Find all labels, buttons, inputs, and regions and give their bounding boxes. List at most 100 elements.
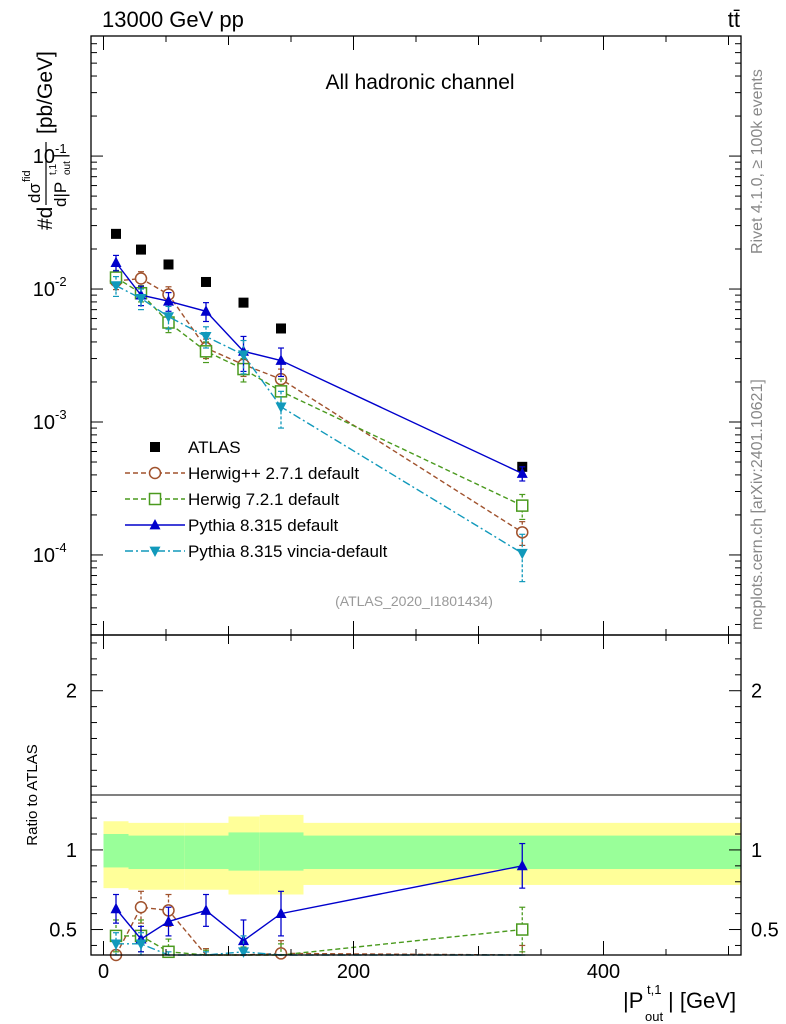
- main-point-pythia-8-315-vincia-default: [163, 312, 174, 323]
- main-y-tick-label: 10: [33, 545, 55, 567]
- ratio-point-pythia-8-315-default: [516, 859, 528, 871]
- main-point-atlas: [276, 323, 286, 334]
- ratio-y-tick-label-right: 0.5: [751, 920, 779, 942]
- ratio-series-herwig-7-2-1-default: [109, 906, 529, 959]
- main-ylabel: #d dσ fid d|P t,1 out | [pb/GeV]: [21, 51, 73, 230]
- legend-item-pythia-8-315-vincia-default: Pythia 8.315 vincia-default: [125, 542, 388, 561]
- ratio-area: Ratio to ATLAS: [24, 744, 741, 895]
- main-line-pythia-8-315-vincia-default: [115, 285, 523, 554]
- ratio-point-herwig-2-7-1-default: [274, 947, 288, 960]
- ratio-x-tick-label: 400: [587, 961, 620, 983]
- main-point-pythia-8-315-vincia-default: [238, 350, 249, 361]
- main-point-pythia-8-315-default: [163, 295, 174, 306]
- main-point-pythia-8-315-vincia-default: [135, 294, 147, 305]
- ratio-y-tick-label-right: 2: [751, 681, 762, 703]
- ratio-point-pythia-8-315-default: [200, 904, 212, 915]
- legend: ATLAS Herwig++ 2.7.1 default Herwig 7.2.1 …: [125, 438, 388, 561]
- channel-title: All hadronic channel: [325, 71, 514, 94]
- ratio-point-pythia-8-315-vincia-default: [135, 939, 147, 950]
- ratio-point-pythia-8-315-default: [110, 902, 122, 914]
- legend-label: Pythia 8.315 vincia-default: [188, 542, 388, 561]
- legend-marker: [149, 518, 161, 530]
- main-y-tick-exponent: -1: [55, 141, 67, 156]
- side-text-bottom: mcplots.cern.ch [arXiv:2401.10621]: [749, 379, 766, 630]
- main-line-pythia-8-315-default: [115, 262, 523, 475]
- main-point-atlas: [163, 259, 174, 270]
- svg-text:dσ: dσ: [25, 183, 44, 203]
- main-point-pythia-8-315-default: [275, 354, 287, 365]
- process-symbol: tt̄: [728, 7, 740, 32]
- svg-text:| [GeV]: | [GeV]: [668, 988, 736, 1013]
- svg-text:|: |: [51, 154, 70, 158]
- svg-text:out: out: [645, 1009, 663, 1024]
- legend-marker: [150, 442, 160, 452]
- ratio-y-tick-label-right: 1: [751, 840, 762, 862]
- main-point-pythia-8-315-default: [516, 467, 528, 478]
- ratio-x-tick-label: 200: [337, 961, 370, 983]
- svg-text:t,1: t,1: [647, 982, 661, 997]
- svg-text:#d: #d: [34, 207, 57, 230]
- side-text-top: Rivet 4.1.0, ≥ 100k events: [749, 69, 766, 254]
- ratio-ylabel: Ratio to ATLAS: [24, 744, 41, 845]
- main-marks: [109, 228, 529, 583]
- legend-label: Herwig++ 2.7.1 default: [188, 464, 359, 483]
- legend-marker: [148, 466, 162, 480]
- ratio-line-herwig-7-2-1-default: [116, 928, 523, 956]
- ratio-x-tick-label: 0: [98, 961, 109, 983]
- ratio-point-pythia-8-315-vincia-default: [110, 939, 122, 950]
- main-point-atlas: [238, 297, 249, 308]
- legend-label: ATLAS: [188, 438, 241, 457]
- legend-label: Pythia 8.315 default: [188, 516, 339, 535]
- legend-label: Herwig 7.2.1 default: [188, 490, 339, 509]
- main-point-pythia-8-315-vincia-default: [275, 402, 287, 413]
- ratio-point-pythia-8-315-default: [275, 907, 287, 919]
- energy-label: 13000 GeV pp: [102, 7, 244, 32]
- ratio-point-herwig-2-7-1-default: [134, 900, 148, 914]
- svg-text:t,1: t,1: [48, 163, 59, 175]
- svg-text:out: out: [62, 161, 73, 175]
- svg-text:d|P: d|P: [51, 182, 70, 207]
- ratio-y-tick-label-left: 1: [66, 840, 77, 862]
- legend-item-pythia-8-315-default: Pythia 8.315 default: [125, 516, 339, 535]
- main-point-atlas: [111, 228, 121, 239]
- legend-item-herwig-7-2-1-default: Herwig 7.2.1 default: [125, 490, 339, 509]
- ratio-point-pythia-8-315-vincia-default: [238, 947, 249, 958]
- main-point-atlas: [201, 276, 211, 287]
- svg-text:fid: fid: [21, 170, 33, 182]
- ratio-line-herwig-2-7-1-default: [115, 906, 523, 956]
- main-point-pythia-8-315-vincia-default: [110, 281, 122, 292]
- ratio-inner-band-segment: [228, 832, 260, 871]
- main-point-herwig-7-2-1-default: [516, 499, 529, 512]
- ratio-point-herwig-7-2-1-default: [516, 923, 529, 936]
- main-y-tick-label: 10: [33, 412, 55, 434]
- main-y-tick-exponent: -4: [55, 540, 67, 555]
- legend-item-atlas: ATLAS: [150, 438, 241, 457]
- ratio-inner-band-segment: [184, 835, 229, 870]
- main-point-pythia-8-315-default: [110, 256, 122, 268]
- main-point-pythia-8-315-default: [200, 305, 212, 316]
- ratio-inner-band-segment: [103, 834, 129, 868]
- ratio-bands: [103, 814, 741, 895]
- main-y-tick-exponent: -3: [55, 407, 67, 422]
- ratio-y-tick-label-left: 2: [66, 681, 77, 703]
- legend-marker: [149, 546, 161, 558]
- main-y-tick-label: 10: [33, 279, 55, 301]
- main-series-atlas: [111, 228, 528, 472]
- svg-text:[pb/GeV]: [pb/GeV]: [34, 51, 57, 134]
- ratio-y-tick-label-left: 0.5: [49, 920, 77, 942]
- ratio-line-pythia-8-315-vincia-default: [116, 943, 523, 956]
- svg-text:|P: |P: [623, 988, 643, 1013]
- legend-item-herwig-2-7-1-default: Herwig++ 2.7.1 default: [125, 464, 359, 483]
- ratio-point-pythia-8-315-default: [238, 934, 249, 946]
- main-point-atlas: [136, 244, 146, 255]
- ratio-inner-band-segment: [128, 835, 154, 870]
- main-point-herwig-2-7-1-default: [516, 526, 529, 539]
- main-series-pythia-8-315-default: [110, 254, 528, 482]
- main-y-tick-label: 10: [33, 146, 55, 168]
- main-point-herwig-2-7-1-default: [134, 272, 148, 285]
- ratio-xlabel: |P t,1 out | [GeV]: [623, 982, 736, 1024]
- main-point-herwig-7-2-1-default: [199, 345, 213, 358]
- main-point-pythia-8-315-vincia-default: [200, 332, 212, 343]
